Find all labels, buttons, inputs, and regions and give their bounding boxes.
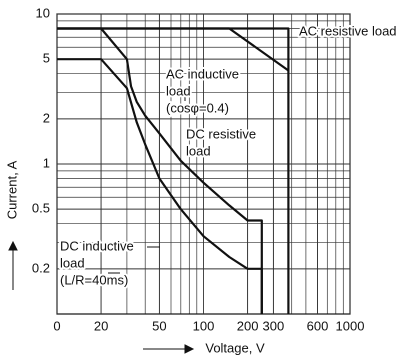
annotation: load [166, 83, 191, 98]
annotation: (cosφ=0.4) [166, 100, 229, 115]
x-tick-label: 50 [152, 318, 166, 333]
x-tick-label: 200 [237, 318, 259, 333]
annotation: DC resistive [186, 126, 256, 141]
annotation: AC resistive load [299, 23, 397, 38]
curve [57, 27, 290, 72]
annotation: load [60, 255, 85, 270]
y-tick-label: 2 [43, 110, 50, 125]
x-tick-label: 1000 [336, 318, 365, 333]
y-tick-label: 10 [36, 5, 50, 20]
x-tick-label: 100 [193, 318, 215, 333]
y-tick-label: 5 [43, 51, 50, 66]
annotation: DC inductive [60, 238, 134, 253]
annotation: AC inductive [166, 66, 239, 81]
x-tick-label: 20 [94, 318, 108, 333]
annotation: load [186, 143, 211, 158]
annotation: (L/R=40ms) [60, 272, 128, 287]
axis-arrows [8, 240, 195, 354]
curve [57, 27, 263, 314]
y-tick-label: 0.5 [32, 201, 50, 216]
curve [57, 58, 263, 314]
y-tick-label: 0.2 [32, 260, 50, 275]
x-tick-label: 300 [263, 318, 285, 333]
y-tick-label: 1 [43, 155, 50, 170]
x-tick-label: 600 [307, 318, 329, 333]
x-tick-label: 0 [53, 318, 60, 333]
y-axis-label: Current, A [4, 160, 19, 219]
x-axis-label: Voltage, V [205, 340, 265, 355]
